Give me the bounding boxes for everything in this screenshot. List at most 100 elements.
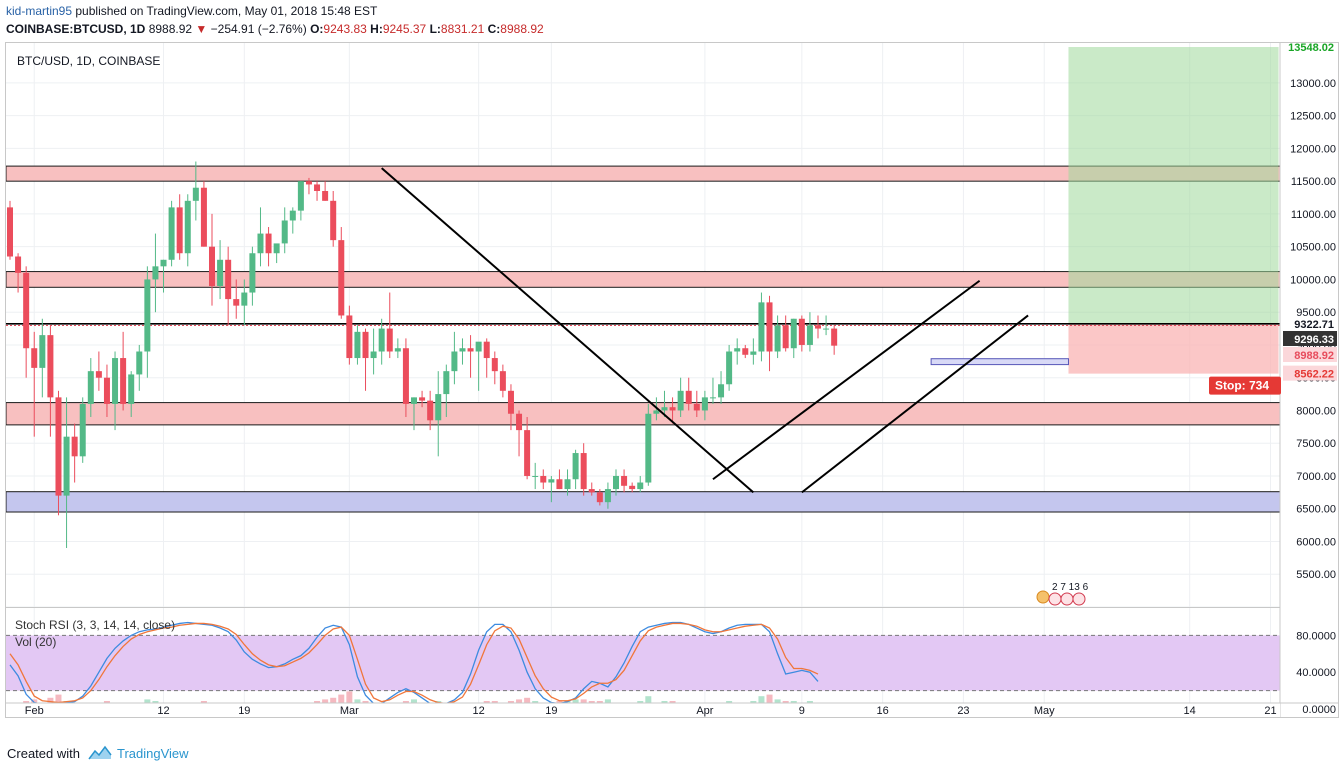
candle[interactable]	[63, 397, 70, 549]
candle[interactable]	[209, 213, 215, 306]
candle[interactable]	[798, 315, 805, 352]
stop-label[interactable]: Stop: 734	[1209, 376, 1281, 395]
long-stop-zone[interactable]	[1068, 323, 1279, 374]
candle[interactable]	[39, 318, 46, 398]
candle[interactable]	[443, 364, 450, 418]
candle[interactable]	[15, 253, 22, 293]
candle[interactable]	[95, 351, 102, 391]
candle[interactable]	[225, 246, 232, 326]
candle[interactable]	[629, 482, 636, 493]
candle[interactable]	[823, 315, 830, 336]
candle[interactable]	[354, 325, 361, 365]
candle[interactable]	[7, 200, 13, 260]
candle[interactable]	[621, 469, 628, 493]
candle[interactable]	[265, 227, 272, 267]
candle[interactable]	[71, 423, 78, 483]
candle[interactable]	[402, 338, 409, 418]
candle[interactable]	[314, 181, 321, 201]
candle[interactable]	[709, 377, 716, 404]
time-axis[interactable]	[6, 703, 1280, 717]
candle[interactable]	[701, 390, 708, 421]
candle[interactable]	[168, 200, 175, 267]
candle[interactable]	[103, 364, 110, 418]
candle[interactable]	[742, 344, 749, 359]
trend-line[interactable]	[381, 167, 755, 494]
pane-separator[interactable]	[6, 607, 1280, 608]
candle[interactable]	[281, 207, 288, 254]
candle[interactable]	[596, 489, 603, 506]
candle[interactable]	[669, 397, 676, 424]
candle[interactable]	[459, 338, 466, 365]
candle[interactable]	[677, 377, 684, 418]
candle[interactable]	[23, 266, 30, 378]
candle[interactable]	[645, 403, 652, 486]
candle[interactable]	[475, 341, 482, 391]
candle[interactable]	[726, 344, 733, 391]
author-link[interactable]: kid-martin95	[6, 4, 73, 18]
entry-rectangle[interactable]	[930, 358, 1069, 366]
candle[interactable]	[516, 410, 523, 457]
candle[interactable]	[758, 292, 765, 362]
tradingview-brand-link[interactable]: TradingView	[117, 746, 189, 761]
candle[interactable]	[184, 194, 191, 267]
candle[interactable]	[144, 266, 151, 378]
candle[interactable]	[532, 462, 539, 490]
candle[interactable]	[467, 335, 474, 378]
candle[interactable]	[330, 190, 337, 247]
annotation-badge[interactable]: 2 7 13 6	[1036, 582, 1089, 606]
candle[interactable]	[370, 328, 377, 375]
candle[interactable]	[160, 259, 167, 293]
candle[interactable]	[693, 390, 700, 418]
candle[interactable]	[47, 325, 54, 437]
candle[interactable]	[394, 338, 401, 359]
candle[interactable]	[386, 292, 393, 359]
trend-line[interactable]	[801, 314, 1029, 494]
candle[interactable]	[499, 364, 506, 398]
candle[interactable]	[305, 177, 312, 195]
candle[interactable]	[79, 397, 86, 463]
candle[interactable]	[540, 469, 547, 490]
candle[interactable]	[782, 315, 789, 352]
candle[interactable]	[491, 351, 498, 385]
candle[interactable]	[815, 315, 821, 339]
trend-line[interactable]	[712, 279, 981, 481]
candle[interactable]	[322, 181, 329, 201]
long-target-zone[interactable]	[1068, 47, 1279, 324]
candle[interactable]	[734, 338, 741, 365]
chart-frame[interactable]: BTC/USD, 1D, COINBASE 2 7 13 6 Stoch RSI…	[5, 39, 1339, 718]
candle[interactable]	[572, 449, 579, 490]
candle[interactable]	[718, 371, 725, 404]
price-chart[interactable]: BTC/USD, 1D, COINBASE 2 7 13 6 Stoch RSI…	[5, 39, 1338, 717]
candle[interactable]	[120, 331, 127, 411]
candle[interactable]	[378, 318, 385, 365]
candle[interactable]	[766, 295, 773, 372]
candle[interactable]	[289, 207, 296, 234]
candle[interactable]	[128, 371, 135, 418]
support-zone[interactable]	[5, 402, 1281, 426]
candle[interactable]	[483, 338, 490, 378]
candle[interactable]	[257, 207, 264, 267]
candle[interactable]	[112, 351, 119, 431]
candle[interactable]	[613, 469, 619, 496]
candle[interactable]	[750, 338, 757, 365]
candle[interactable]	[685, 377, 692, 411]
support-zone[interactable]	[5, 491, 1281, 513]
candle[interactable]	[31, 331, 38, 437]
candle[interactable]	[507, 384, 514, 431]
candle[interactable]	[249, 246, 256, 306]
candle[interactable]	[419, 390, 426, 408]
candle[interactable]	[564, 469, 571, 496]
candle[interactable]	[217, 240, 224, 300]
candle[interactable]	[200, 181, 207, 247]
candle[interactable]	[192, 161, 199, 221]
candle[interactable]	[774, 315, 781, 359]
candle[interactable]	[524, 417, 531, 480]
candle[interactable]	[55, 390, 62, 516]
candle[interactable]	[806, 312, 813, 352]
candle[interactable]	[637, 475, 644, 493]
candle[interactable]	[435, 371, 442, 457]
candle[interactable]	[176, 194, 183, 260]
candle[interactable]	[831, 325, 838, 355]
candle[interactable]	[451, 331, 458, 385]
candle[interactable]	[604, 482, 611, 509]
